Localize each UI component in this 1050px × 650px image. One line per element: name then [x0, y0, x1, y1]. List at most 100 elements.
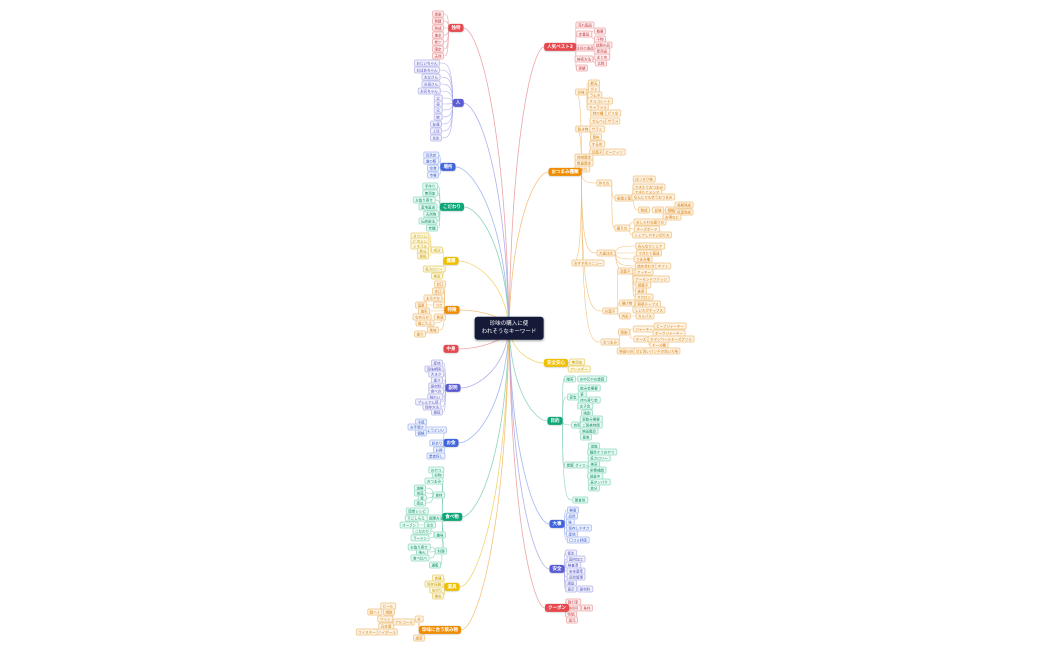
- branch-head-node[interactable]: 中身: [443, 344, 459, 354]
- mindmap-node[interactable]: 旨味: [652, 206, 664, 214]
- mindmap-node[interactable]: 原材料: [577, 585, 593, 593]
- mindmap-node[interactable]: 表示: [565, 585, 577, 593]
- mindmap-node[interactable]: 格安: [432, 592, 444, 600]
- mindmap-node[interactable]: アレルギー: [567, 365, 591, 373]
- mindmap-node[interactable]: 定番品: [576, 30, 592, 38]
- branch-head-node[interactable]: こだわり: [440, 202, 464, 212]
- mindmap-node[interactable]: 揚げ物: [619, 299, 635, 307]
- mindmap-node[interactable]: 還元: [566, 616, 578, 624]
- mindmap-node[interactable]: みんなでシェア: [635, 242, 665, 250]
- branch-head-node[interactable]: 人気ベスト3: [544, 42, 576, 52]
- mindmap-node[interactable]: 産地直送: [418, 203, 438, 211]
- mindmap-node[interactable]: クッキー: [634, 268, 654, 276]
- mindmap-node[interactable]: 低温熟成: [674, 208, 694, 216]
- mindmap-node[interactable]: 燻製: [432, 10, 444, 18]
- mindmap-node[interactable]: おばあちゃん: [414, 66, 440, 74]
- mindmap-node[interactable]: 女子会: [577, 402, 593, 410]
- branch-head-node[interactable]: お金: [443, 438, 459, 448]
- mindmap-node[interactable]: コク: [433, 301, 445, 309]
- mindmap-node[interactable]: ピーナッツ: [602, 148, 626, 156]
- mindmap-node[interactable]: 燻製: [618, 328, 630, 336]
- mindmap-node[interactable]: ビーフジャーキー: [653, 322, 687, 330]
- mindmap-node[interactable]: 趣味: [434, 531, 446, 539]
- mindmap-node[interactable]: 伝統製法: [418, 217, 438, 225]
- mindmap-node[interactable]: 歯ごたえ: [415, 319, 435, 327]
- mindmap-node[interactable]: 肉系: [619, 312, 631, 320]
- mindmap-node[interactable]: 作り方: [596, 179, 612, 187]
- mindmap-node[interactable]: ワイン: [377, 615, 393, 623]
- mindmap-node[interactable]: 条件: [581, 604, 593, 612]
- mindmap-node[interactable]: お父さん: [421, 73, 441, 81]
- mindmap-node[interactable]: 香り: [414, 330, 426, 338]
- mindmap-node[interactable]: お兄ちゃん: [417, 87, 441, 95]
- branch-head-node[interactable]: 人: [452, 98, 464, 108]
- mindmap-node[interactable]: 比較: [595, 59, 607, 67]
- mindmap-node[interactable]: 訳あり: [429, 439, 445, 447]
- mindmap-node[interactable]: 昼食: [580, 433, 592, 441]
- mindmap-node[interactable]: まろやか: [423, 294, 443, 302]
- mindmap-node[interactable]: カマンベールチーズグリル: [647, 335, 695, 343]
- mindmap-node[interactable]: 上司: [430, 127, 442, 135]
- mindmap-node[interactable]: 間食用: [572, 496, 588, 504]
- mindmap-node[interactable]: おつまみ: [424, 477, 444, 485]
- mindmap-node[interactable]: 空港: [427, 164, 439, 172]
- mindmap-node[interactable]: 大量注文: [596, 249, 616, 257]
- mindmap-node[interactable]: ほど良いパンチの効いた味: [633, 347, 681, 355]
- mindmap-node[interactable]: 熟成: [432, 24, 444, 32]
- mindmap-node[interactable]: 無添加: [569, 358, 585, 366]
- mindmap-node[interactable]: 美容: [431, 272, 443, 280]
- branch-head-node[interactable]: 食べ物: [442, 512, 462, 522]
- mindmap-node[interactable]: 口コミ評価: [566, 536, 590, 544]
- mindmap-node[interactable]: 天然: [432, 52, 444, 60]
- mindmap-node[interactable]: 老舗: [426, 224, 438, 232]
- mindmap-node[interactable]: 手作り: [422, 182, 438, 190]
- mindmap-node[interactable]: 甘味: [575, 88, 587, 96]
- mindmap-node[interactable]: ピリ辛: [605, 109, 621, 117]
- mindmap-node[interactable]: お母さん: [421, 80, 441, 88]
- mindmap-node[interactable]: 低カロリー: [422, 265, 446, 273]
- mindmap-node[interactable]: ウイスキー: [355, 628, 379, 636]
- mindmap-node[interactable]: お菓子: [602, 307, 618, 315]
- mindmap-node[interactable]: 発酵: [432, 17, 444, 25]
- mindmap-node[interactable]: 食べ比べ: [410, 554, 430, 562]
- mindmap-node[interactable]: 実績: [576, 64, 588, 72]
- branch-head-node[interactable]: 説明: [445, 383, 461, 393]
- mindmap-node[interactable]: 価格: [415, 429, 427, 437]
- mindmap-node[interactable]: 贈答: [564, 375, 576, 383]
- mindmap-node[interactable]: 亜鉛: [417, 252, 429, 260]
- mindmap-node[interactable]: オーブン: [399, 521, 419, 529]
- mindmap-node[interactable]: 値段: [431, 408, 443, 416]
- mindmap-node[interactable]: ラーメン: [410, 534, 430, 542]
- mindmap-node[interactable]: 焼酎: [383, 608, 395, 616]
- mindmap-node[interactable]: 簡単レシピ: [405, 507, 429, 515]
- branch-head-node[interactable]: クーポン: [545, 603, 569, 613]
- mindmap-node[interactable]: 甘口: [434, 280, 446, 288]
- branch-head-node[interactable]: 特徴: [444, 305, 460, 315]
- mindmap-node[interactable]: チーズ: [633, 335, 649, 343]
- mindmap-node[interactable]: お得など: [662, 213, 682, 221]
- mindmap-node[interactable]: 下ごしらえ: [404, 514, 428, 522]
- mindmap-node[interactable]: シェアしやすい切り方: [632, 231, 672, 239]
- mindmap-node[interactable]: 概要: [594, 27, 606, 35]
- mindmap-node[interactable]: 盛り方: [614, 224, 630, 232]
- mindmap-node[interactable]: 塩辛: [432, 31, 444, 39]
- mindmap-node[interactable]: こだわり: [412, 527, 432, 535]
- mindmap-node[interactable]: 酎ハイ: [367, 608, 383, 616]
- mindmap-node[interactable]: おじいちゃん: [414, 59, 440, 67]
- mindmap-node[interactable]: 水: [414, 615, 424, 623]
- mindmap-node[interactable]: 友達: [430, 120, 442, 128]
- mindmap-node[interactable]: 飲み会需要: [577, 384, 601, 392]
- mindmap-node[interactable]: 柿の種: [590, 109, 606, 117]
- mindmap-node[interactable]: 昆布: [590, 133, 602, 141]
- mindmap-node[interactable]: 姉: [433, 113, 443, 121]
- branch-head-node[interactable]: おつまみ種類: [548, 167, 582, 177]
- branch-head-node[interactable]: 場所: [440, 162, 456, 172]
- mindmap-node[interactable]: おすすめメニュー: [571, 259, 605, 267]
- mindmap-node[interactable]: 南瓜: [414, 499, 426, 507]
- branch-head-node[interactable]: 独特: [448, 23, 464, 33]
- mindmap-node[interactable]: 先生: [430, 134, 442, 142]
- mindmap-node[interactable]: 洋菓子: [617, 267, 633, 275]
- mindmap-node[interactable]: なんにでも合うおつまみ: [631, 193, 675, 201]
- mindmap-node[interactable]: 天然物: [423, 210, 439, 218]
